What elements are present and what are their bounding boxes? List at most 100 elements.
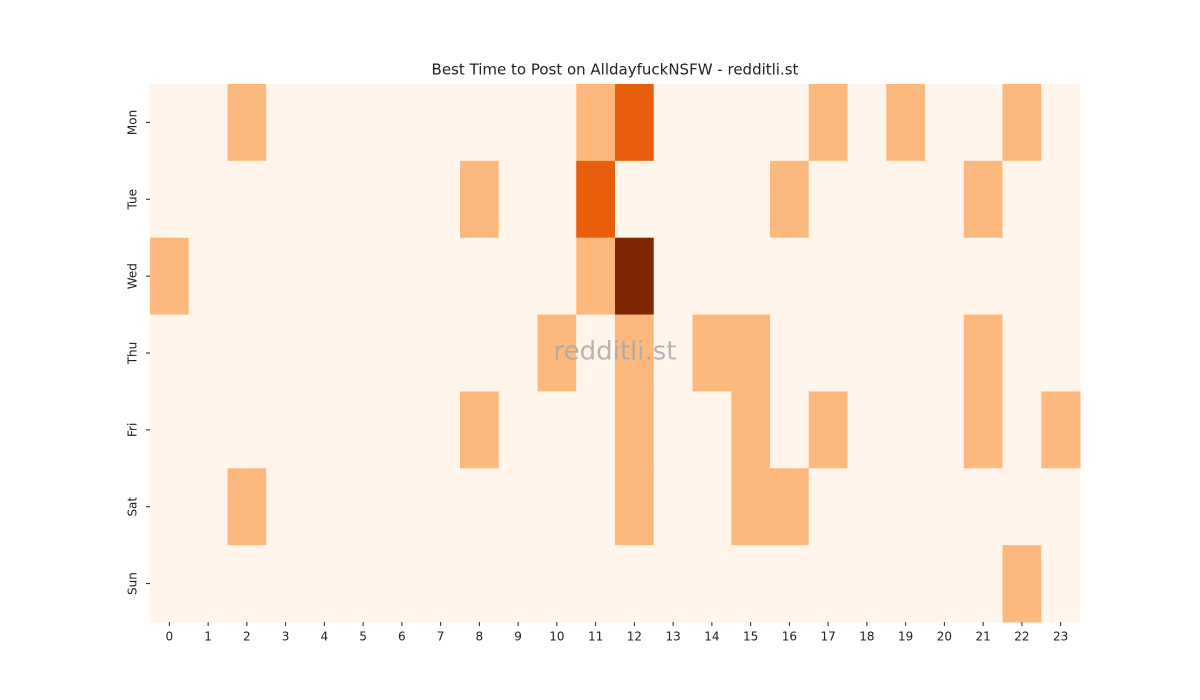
heat-cell <box>150 237 190 316</box>
heat-cell <box>615 160 655 239</box>
heat-cell <box>188 314 228 392</box>
heat-cell <box>188 545 228 623</box>
heat-cell <box>808 545 848 623</box>
heat-cell <box>1002 84 1042 162</box>
heat-cell <box>498 237 538 316</box>
heat-cell <box>382 84 422 162</box>
heat-cell <box>925 314 965 392</box>
heat-cell <box>305 237 345 316</box>
heat-cell <box>460 468 500 546</box>
heat-cell <box>227 468 267 546</box>
y-tick-label: Fri <box>126 423 140 437</box>
heat-cell <box>421 160 461 239</box>
heat-cell <box>886 160 926 239</box>
heat-cell <box>343 314 383 392</box>
heat-cell <box>382 545 422 623</box>
x-tick-label: 8 <box>476 630 484 644</box>
heat-cell <box>963 314 1003 392</box>
heat-cell <box>576 545 616 623</box>
x-tick-label: 16 <box>782 630 797 644</box>
heat-cell <box>925 468 965 546</box>
heat-cell <box>537 84 577 162</box>
x-tick-label: 6 <box>398 630 406 644</box>
heat-cell <box>576 160 616 239</box>
heat-cell <box>847 468 887 546</box>
heat-cell <box>770 237 810 316</box>
heat-cell <box>382 160 422 239</box>
x-tick-label: 4 <box>321 630 329 644</box>
heat-cell <box>1002 237 1042 316</box>
x-tick-label: 2 <box>243 630 251 644</box>
heat-cell <box>886 237 926 316</box>
heat-cell <box>343 391 383 469</box>
heat-cell <box>343 160 383 239</box>
x-tick-label: 10 <box>549 630 564 644</box>
heat-cell <box>1002 160 1042 239</box>
heat-cell <box>653 545 693 623</box>
heat-cell <box>886 545 926 623</box>
heat-cell <box>227 237 267 316</box>
heat-cell <box>1041 391 1081 469</box>
heat-cell <box>421 545 461 623</box>
heat-cell <box>653 160 693 239</box>
x-tick-label: 9 <box>514 630 522 644</box>
heat-cell <box>498 545 538 623</box>
heat-cell <box>925 84 965 162</box>
heat-cell <box>188 237 228 316</box>
heat-cell <box>847 160 887 239</box>
heat-cell <box>266 314 306 392</box>
heat-cell <box>537 160 577 239</box>
heat-cell <box>808 237 848 316</box>
heat-cell <box>1041 160 1081 239</box>
chart-title: Best Time to Post on AlldayfuckNSFW - re… <box>432 61 799 79</box>
heat-cell <box>382 237 422 316</box>
heat-cell <box>498 314 538 392</box>
heat-cell <box>305 468 345 546</box>
y-tick-label: Sat <box>126 497 140 517</box>
x-tick-label: 18 <box>859 630 874 644</box>
heat-cell <box>227 314 267 392</box>
y-tick-label: Wed <box>126 263 140 289</box>
heat-cell <box>731 545 771 623</box>
heat-cell <box>382 391 422 469</box>
heat-cell <box>421 468 461 546</box>
heat-cell <box>305 314 345 392</box>
heat-cell <box>770 545 810 623</box>
heat-cell <box>886 314 926 392</box>
heat-cell <box>1002 391 1042 469</box>
heat-cell <box>188 160 228 239</box>
x-tick-label: 15 <box>743 630 758 644</box>
y-tick-label: Sun <box>126 572 140 595</box>
heat-cell <box>1041 84 1081 162</box>
heat-cell <box>731 468 771 546</box>
heat-cell <box>266 391 306 469</box>
heat-cell <box>653 468 693 546</box>
heat-cell <box>460 314 500 392</box>
heat-cell <box>1041 314 1081 392</box>
heat-cell <box>963 391 1003 469</box>
heat-cell <box>460 160 500 239</box>
heat-cell <box>808 160 848 239</box>
heat-cell <box>963 237 1003 316</box>
x-tick-label: 5 <box>359 630 367 644</box>
heat-cell <box>266 545 306 623</box>
heat-cell <box>770 314 810 392</box>
heat-cell <box>421 391 461 469</box>
heat-cell <box>305 160 345 239</box>
heat-cell <box>150 391 190 469</box>
heat-cell <box>847 314 887 392</box>
heat-cell <box>847 545 887 623</box>
heat-cell <box>731 237 771 316</box>
heat-cell <box>343 545 383 623</box>
heat-cell <box>498 160 538 239</box>
heat-cell <box>498 468 538 546</box>
heat-cell <box>460 391 500 469</box>
heat-cell <box>150 314 190 392</box>
heat-cell <box>150 468 190 546</box>
heat-cell <box>576 391 616 469</box>
heat-cell <box>770 84 810 162</box>
heat-cell <box>266 84 306 162</box>
heat-cell <box>808 468 848 546</box>
heat-cell <box>343 84 383 162</box>
heat-cell <box>615 84 655 162</box>
